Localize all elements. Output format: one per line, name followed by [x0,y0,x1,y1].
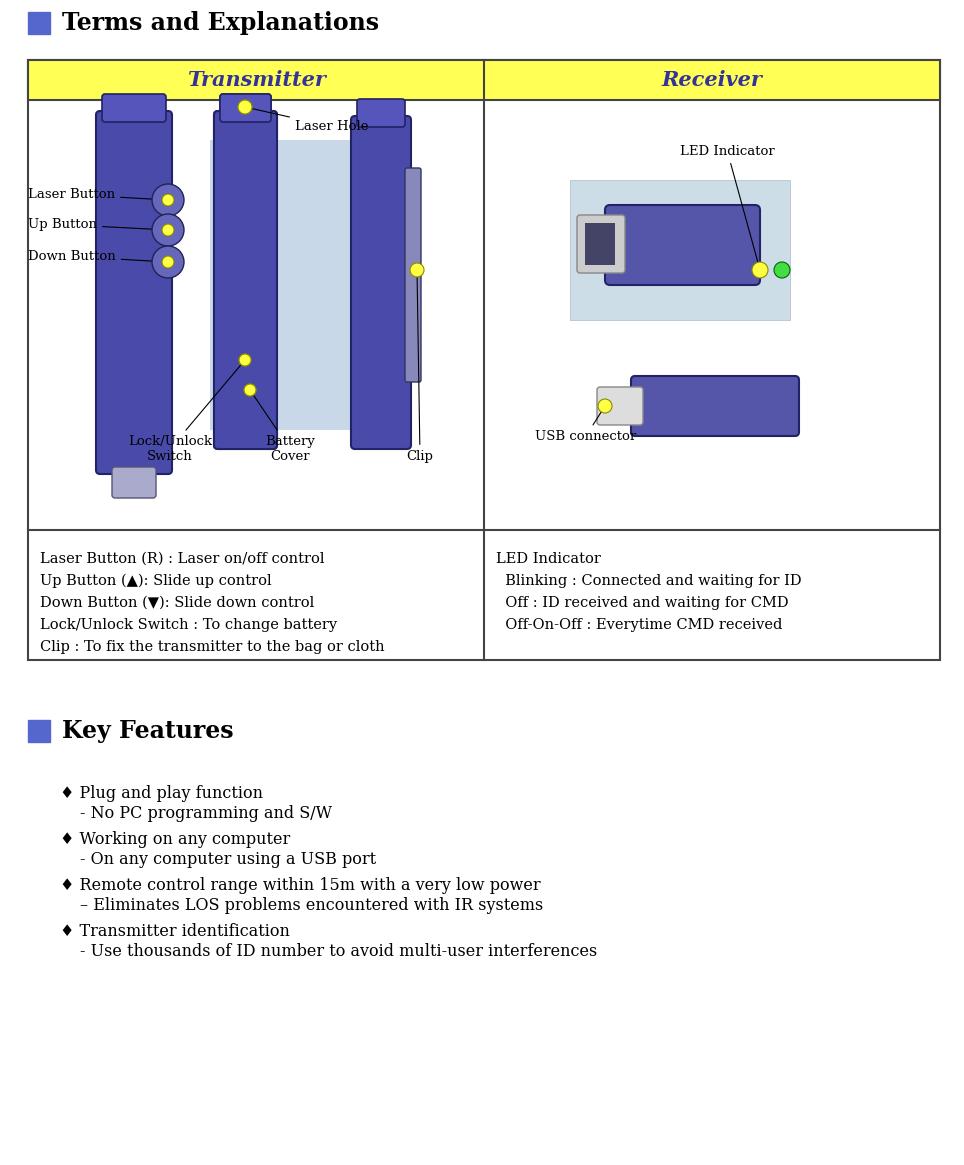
FancyBboxPatch shape [577,216,625,273]
Bar [570,181,790,320]
Text: - No PC programming and S/W: - No PC programming and S/W [80,805,333,822]
FancyBboxPatch shape [357,99,405,127]
Text: Up Button (▲): Slide up control: Up Button (▲): Slide up control [40,574,272,588]
FancyBboxPatch shape [351,116,411,449]
FancyBboxPatch shape [597,387,643,425]
Bar [28,61,940,100]
Circle shape [162,224,174,236]
Text: Battery
Cover: Battery Cover [252,393,315,463]
Circle shape [239,354,251,366]
FancyBboxPatch shape [112,467,156,497]
Text: Laser Button: Laser Button [28,188,165,202]
FancyBboxPatch shape [96,111,172,474]
Text: Lock/Unlock
Switch: Lock/Unlock Switch [128,362,243,463]
Text: - On any computer using a USB port: - On any computer using a USB port [80,850,376,868]
Text: Transmitter: Transmitter [187,70,326,90]
Text: ♦ Transmitter identification: ♦ Transmitter identification [60,923,290,940]
Circle shape [162,195,174,206]
Circle shape [244,384,256,396]
Text: USB connector: USB connector [535,409,636,443]
Text: Terms and Explanations: Terms and Explanations [62,10,379,35]
FancyBboxPatch shape [220,94,271,122]
FancyBboxPatch shape [214,111,277,449]
Text: Off-On-Off : Everytime CMD received: Off-On-Off : Everytime CMD received [496,617,783,631]
Circle shape [238,100,252,114]
Text: Laser Hole: Laser Hole [248,107,368,133]
Text: LED Indicator: LED Indicator [680,144,775,267]
Text: ♦ Working on any computer: ♦ Working on any computer [60,831,290,848]
Circle shape [152,246,184,278]
Text: Off : ID received and waiting for CMD: Off : ID received and waiting for CMD [496,596,789,610]
FancyBboxPatch shape [605,205,760,285]
Text: Blinking : Connected and waiting for ID: Blinking : Connected and waiting for ID [496,574,802,588]
Bar [28,720,50,742]
Text: - Use thousands of ID number to avoid multi-user interferences: - Use thousands of ID number to avoid mu… [80,942,598,960]
FancyBboxPatch shape [405,168,421,382]
Text: Up Button: Up Button [28,218,165,231]
Text: LED Indicator: LED Indicator [496,552,601,566]
FancyBboxPatch shape [102,94,166,122]
Circle shape [162,256,174,268]
Circle shape [152,184,184,216]
Circle shape [598,398,612,414]
Text: Lock/Unlock Switch : To change battery: Lock/Unlock Switch : To change battery [40,617,337,631]
Bar [585,223,615,264]
Text: Down Button: Down Button [28,250,165,263]
Text: ♦ Plug and play function: ♦ Plug and play function [60,785,263,802]
Text: Clip : To fix the transmitter to the bag or cloth: Clip : To fix the transmitter to the bag… [40,640,385,654]
Circle shape [752,262,768,278]
FancyBboxPatch shape [220,94,271,122]
Circle shape [239,354,251,366]
FancyBboxPatch shape [214,111,277,449]
Circle shape [410,263,424,277]
Circle shape [152,214,184,246]
Text: Laser Button (R) : Laser on/off control: Laser Button (R) : Laser on/off control [40,552,325,566]
Text: Clip: Clip [407,273,434,463]
Text: Receiver: Receiver [661,70,763,90]
Bar [28,12,50,34]
Circle shape [238,100,252,114]
Text: ♦ Remote control range within 15m with a very low power: ♦ Remote control range within 15m with a… [60,877,541,894]
Text: Down Button (▼): Slide down control: Down Button (▼): Slide down control [40,596,314,610]
Bar [28,61,940,661]
Bar [210,140,355,430]
Circle shape [774,262,790,278]
Text: Key Features: Key Features [62,719,233,743]
Text: – Eliminates LOS problems encountered with IR systems: – Eliminates LOS problems encountered wi… [80,897,544,915]
Circle shape [244,384,256,396]
FancyBboxPatch shape [631,376,799,436]
